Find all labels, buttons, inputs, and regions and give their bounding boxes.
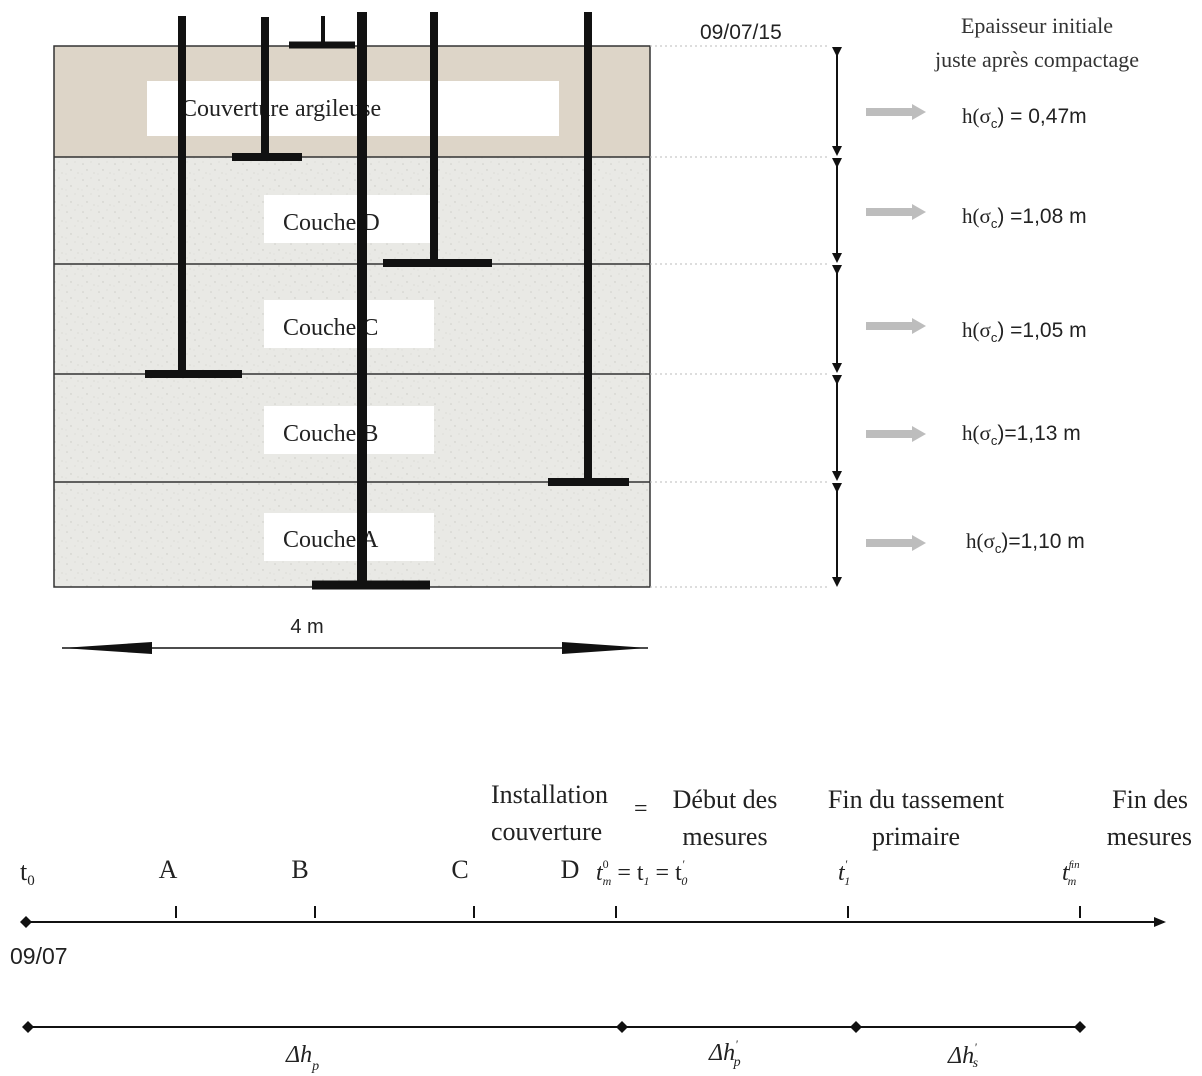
label-a: A bbox=[159, 855, 178, 884]
header-debut-line2: mesures bbox=[682, 822, 767, 851]
header-installation-line1: Installation bbox=[491, 780, 608, 809]
cross-section-date: 09/07/15 bbox=[700, 21, 782, 44]
header-equals: = bbox=[634, 796, 648, 822]
label-b: B bbox=[291, 855, 308, 884]
label-box-b bbox=[264, 406, 434, 454]
hint-arrows bbox=[866, 104, 926, 551]
rod-layer-d bbox=[383, 12, 492, 267]
thickness-b: h(σc)=1,13 m bbox=[962, 421, 1081, 448]
settlement-rods bbox=[145, 12, 629, 590]
header-fin-mesures-line2: mesures bbox=[1107, 822, 1192, 851]
header-installation-line2: couverture bbox=[491, 817, 602, 846]
label-box-cover bbox=[147, 81, 559, 136]
layer-name-cover: Couverture argileuse bbox=[181, 96, 381, 122]
label-t0: t0 bbox=[20, 857, 35, 889]
header-fin-mesures-line1: Fin des bbox=[1112, 785, 1188, 814]
width-label: 4 m bbox=[290, 616, 323, 638]
delta-hp-label: Δhp bbox=[285, 1042, 319, 1074]
start-date: 09/07 bbox=[10, 943, 68, 969]
delta-hs-prime-label: Δh' s bbox=[947, 1040, 979, 1071]
thickness-header-line1: Epaisseur initiale bbox=[961, 13, 1113, 38]
thickness-c: h(σc) =1,05 m bbox=[962, 318, 1087, 345]
delta-hp-prime-label: Δh' p bbox=[708, 1037, 741, 1070]
cross-section: Couverture argileuse Couche D Couche C C… bbox=[53, 12, 1139, 654]
header-debut-line1: Début des bbox=[673, 785, 778, 814]
rod-layer-b bbox=[548, 12, 629, 486]
time-ticks bbox=[175, 906, 1081, 918]
label-box-c bbox=[264, 300, 434, 348]
label-box-a bbox=[264, 513, 434, 561]
rod-cover-base bbox=[232, 17, 302, 161]
thickness-d: h(σc) =1,08 m bbox=[962, 204, 1087, 231]
header-fin-tassement-line1: Fin du tassement bbox=[828, 785, 1005, 814]
label-d: D bbox=[561, 855, 580, 884]
thickness-cover: h(σc) = 0,47m bbox=[962, 104, 1087, 131]
thickness-header-line2: juste après compactage bbox=[934, 47, 1139, 72]
label-tm0: t0 m = t1 = t' 0 bbox=[596, 857, 687, 888]
label-c: C bbox=[451, 855, 468, 884]
header-fin-tassement-line2: primaire bbox=[872, 822, 960, 851]
label-tm-fin: tﬁn m bbox=[1062, 859, 1080, 888]
rod-layer-a bbox=[312, 12, 430, 590]
rod-cover-top bbox=[289, 16, 355, 49]
timeline: Installation couverture = Début des mesu… bbox=[10, 780, 1192, 1074]
width-dimension: 4 m bbox=[62, 616, 648, 654]
thickness-a: h(σc)=1,10 m bbox=[966, 529, 1085, 556]
label-t1-prime: t' 1 bbox=[838, 857, 850, 888]
label-box-d bbox=[264, 195, 434, 243]
rod-layer-c bbox=[145, 16, 242, 378]
